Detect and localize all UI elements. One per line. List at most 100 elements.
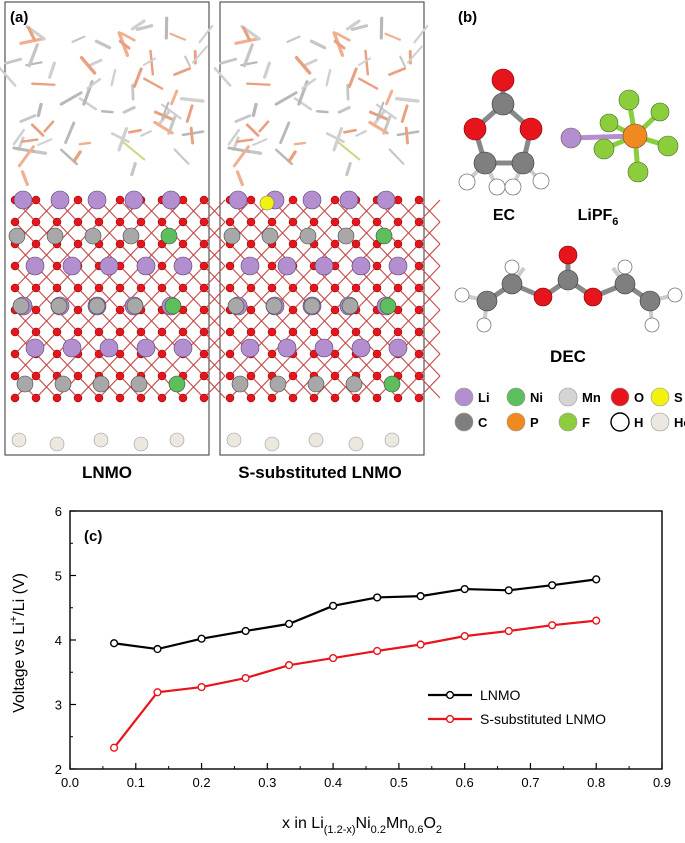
legend-label-li: Li [478, 390, 490, 405]
oxygen-atom [52, 261, 62, 271]
electrolyte-bond [127, 128, 142, 134]
oxygen-atom [31, 283, 41, 293]
lattice-bond [418, 199, 441, 223]
dec-molecule [454, 245, 683, 333]
lattice-bond [376, 353, 399, 377]
legend-label-1: S-substituted LNMO [480, 711, 606, 727]
lattice-bond [98, 309, 121, 333]
ec-molecule [458, 68, 550, 196]
electrolyte-bond [131, 83, 135, 101]
electrolyte-bond [394, 96, 420, 103]
oxygen-atom [414, 327, 424, 337]
mn-atom [16, 375, 34, 393]
electrolyte-bond [72, 150, 82, 163]
legend-label-p: P [530, 415, 539, 430]
oxygen-atom [199, 217, 209, 227]
lattice-bond [355, 309, 378, 333]
oxygen-atom [10, 371, 20, 381]
lattice-bond [14, 331, 37, 355]
ni-atom [168, 375, 186, 393]
legend-swatch-he [650, 412, 670, 432]
electrolyte-bond [189, 126, 195, 145]
lattice-bond [182, 199, 205, 223]
lattice-bond [203, 375, 226, 399]
lattice-bond [182, 375, 205, 399]
oxygen-atom [393, 217, 403, 227]
oxygen-atom [115, 195, 125, 205]
electrolyte-bond [406, 45, 423, 64]
oxygen-atom [288, 195, 298, 205]
oxygen-atom [199, 195, 209, 205]
electrolyte-bond [78, 141, 92, 146]
electrolyte-bond [185, 104, 194, 123]
oxygen-atom [199, 371, 209, 381]
oxygen-atom [94, 393, 104, 403]
x-axis-label: x in Li(1.2-x)Ni0.2Mn0.6O2 [282, 815, 442, 836]
mn-atom [54, 375, 72, 393]
oxygen-atom [309, 393, 319, 403]
electrolyte-bond [375, 103, 397, 120]
helium-layer-lnmo [11, 432, 185, 452]
ec-label: EC [493, 207, 516, 224]
oxygen-atom [246, 305, 256, 315]
oxygen-atom [178, 393, 188, 403]
electrolyte-bond [88, 58, 103, 67]
oxygen-atom [330, 305, 340, 315]
mn-atom [130, 375, 148, 393]
data-point [592, 616, 601, 625]
y-tick-label: 6 [55, 504, 62, 519]
electrolyte-bond [27, 26, 36, 41]
oxygen-atom [267, 327, 277, 337]
series-line-1 [113, 619, 597, 749]
oxygen-atom [351, 283, 361, 293]
li-atom [99, 338, 119, 358]
electrolyte-bond [376, 101, 385, 120]
li-atom [388, 256, 408, 276]
legend-label-mn: Mn [582, 390, 601, 405]
lattice-bond [161, 243, 184, 267]
data-point [197, 634, 206, 643]
lattice-bond [35, 221, 58, 245]
lattice-bond [418, 287, 441, 311]
electrolyte-bond [173, 148, 190, 165]
data-point [504, 626, 513, 636]
lattice-bond [203, 265, 226, 289]
mn-atom [265, 297, 283, 315]
electrolyte-bond [132, 67, 143, 88]
li-atom [25, 338, 45, 358]
lattice-bond [397, 199, 420, 223]
lattice-bond [334, 353, 357, 377]
x-label-mid3: O [423, 815, 435, 832]
data-point [373, 593, 382, 602]
oxygen-atom [199, 261, 209, 271]
oxygen-atom [10, 261, 20, 271]
legend-swatch-o [610, 387, 630, 407]
electrolyte-bond [232, 145, 250, 168]
lattice-bond [140, 221, 163, 245]
electrolyte-bond [279, 121, 291, 145]
mn-atom [92, 375, 110, 393]
series-layer [109, 575, 601, 752]
oxygen-atom [10, 283, 20, 293]
electrolyte-bond [413, 24, 429, 44]
mn-atom [223, 227, 241, 245]
oxygen-atom [267, 349, 277, 359]
lattice-bond [77, 265, 100, 289]
y-axis-ticks: 2 3 4 5 6 [55, 504, 76, 777]
electrolyte-bond [37, 138, 53, 147]
he-atom [11, 432, 27, 448]
lattice-bond [182, 353, 205, 377]
lattice-bond [203, 287, 226, 311]
electrolyte-bond [293, 97, 313, 111]
mn-atom [12, 297, 30, 315]
legend-label-f: F [582, 415, 590, 430]
he-atom [133, 436, 149, 452]
plot-frame [69, 510, 663, 770]
lipf6-label: LiPF6 [578, 207, 619, 228]
lattice-bond [14, 243, 37, 267]
electrolyte-bond [78, 97, 98, 111]
oxygen-atom [225, 217, 235, 227]
lattice-bond [14, 199, 37, 223]
electrolyte-bond [242, 43, 254, 68]
chart-legend: LNMO S-substituted LNMO [428, 687, 606, 727]
